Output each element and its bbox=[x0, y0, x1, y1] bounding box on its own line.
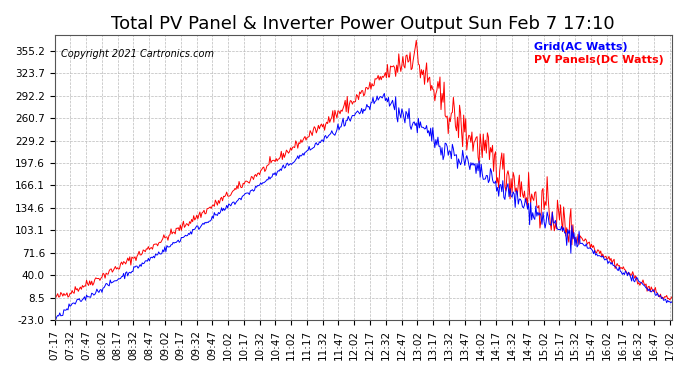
Legend: Grid(AC Watts), PV Panels(DC Watts): Grid(AC Watts), PV Panels(DC Watts) bbox=[523, 40, 667, 67]
Text: Copyright 2021 Cartronics.com: Copyright 2021 Cartronics.com bbox=[61, 49, 214, 59]
Title: Total PV Panel & Inverter Power Output Sun Feb 7 17:10: Total PV Panel & Inverter Power Output S… bbox=[111, 15, 615, 33]
